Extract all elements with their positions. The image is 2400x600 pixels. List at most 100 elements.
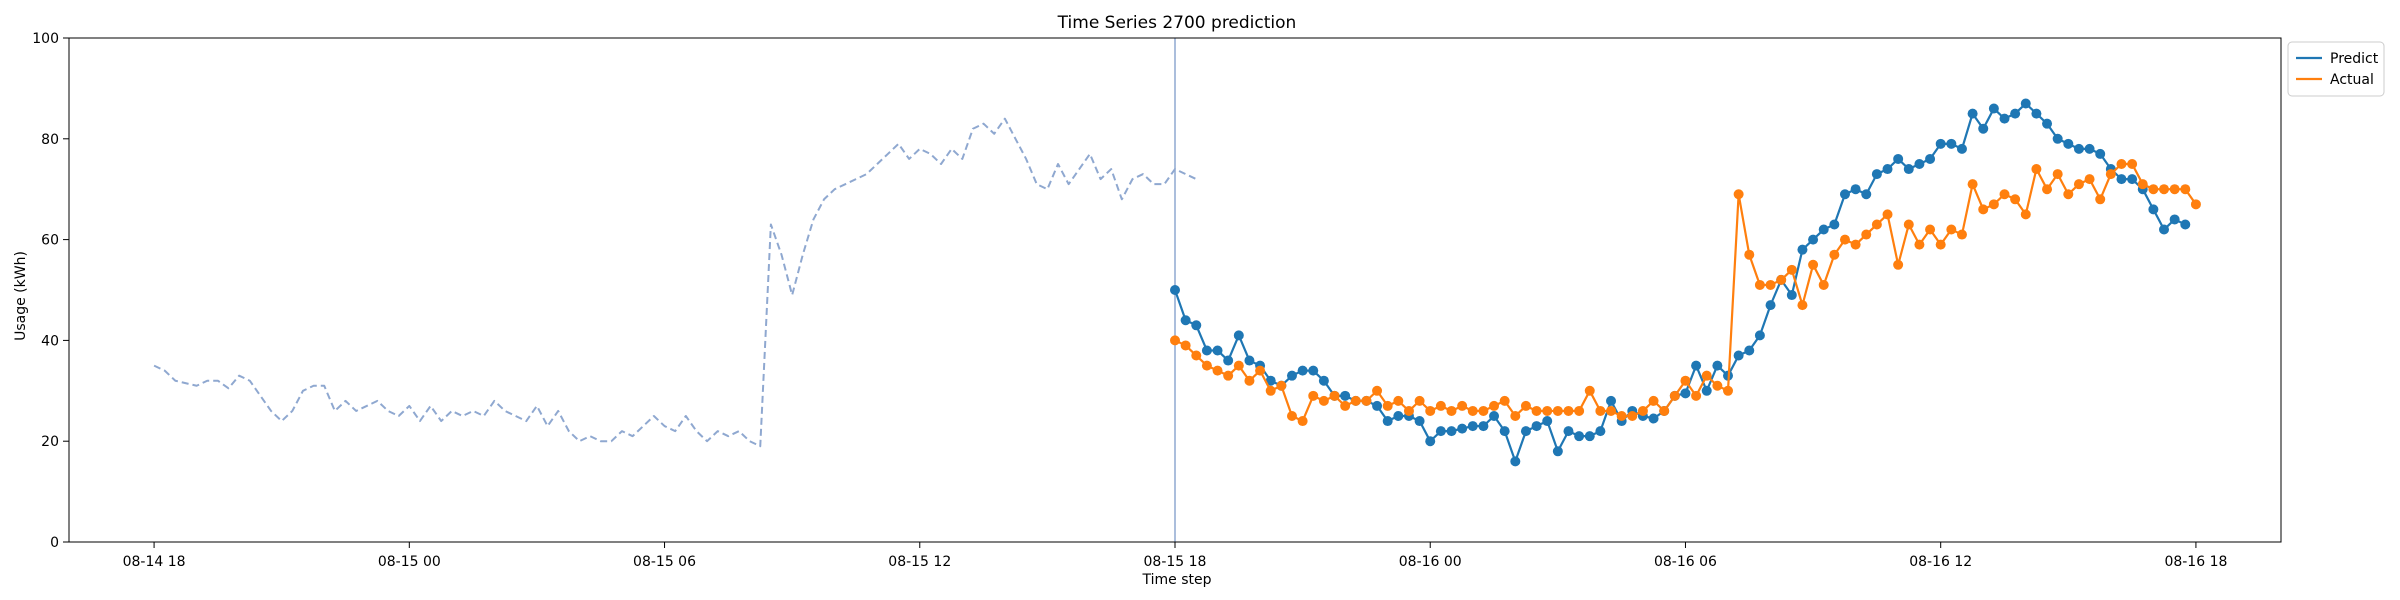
predict-data-point — [1478, 421, 1489, 432]
actual-data-point — [1170, 335, 1180, 346]
actual-data-point — [1191, 350, 1202, 361]
predict-data-point — [1871, 169, 1882, 180]
predict-data-point — [1988, 103, 1999, 114]
predict-data-point — [1808, 234, 1819, 245]
actual-data-point — [1925, 224, 1936, 235]
predict-data-point — [1286, 370, 1297, 381]
actual-data-point — [1563, 405, 1574, 416]
history-series-line — [153, 117, 1197, 448]
predict-data-point — [1180, 315, 1191, 326]
axes: 0 20 40 60 80 100 08-14 18 08-15 00 08-15 06 08-1… — [32, 31, 2282, 570]
predict-data-point — [1233, 330, 1244, 341]
predict-data-point — [2073, 143, 2084, 154]
actual-data-point — [1478, 405, 1489, 416]
actual-data-point — [2052, 169, 2063, 180]
plot-area — [153, 38, 2201, 542]
actual-data-point — [1489, 400, 1500, 411]
y-axis-label: Usage (kWh) — [13, 251, 29, 341]
x-tick-label: 08-16 12 — [1909, 554, 1972, 570]
predict-data-point — [1903, 164, 1914, 175]
actual-data-point — [1808, 259, 1819, 270]
predict-data-point — [1765, 300, 1776, 311]
actual-data-point — [1712, 380, 1723, 391]
y-tick-label: 0 — [50, 535, 59, 551]
actual-data-point — [1276, 380, 1287, 391]
actual-data-point — [1372, 385, 1383, 396]
predict-data-point — [1797, 244, 1808, 255]
actual-data-point — [1403, 405, 1414, 416]
actual-data-point — [1499, 395, 1510, 406]
actual-data-point — [2095, 194, 2106, 205]
actual-data-point — [1627, 411, 1638, 421]
x-axis-label: Time step — [1142, 572, 1212, 588]
actual-data-point — [1286, 411, 1297, 421]
actual-data-point — [1414, 395, 1425, 406]
predict-data-point — [1946, 138, 1957, 149]
actual-data-point — [2180, 184, 2191, 195]
predict-data-point — [2010, 108, 2021, 119]
actual-data-point — [2159, 184, 2170, 195]
predict-data-point — [2042, 118, 2053, 129]
predict-data-point — [1786, 290, 1797, 301]
predict-data-point — [1297, 365, 1308, 376]
legend: Predict Actual — [2287, 41, 2385, 97]
predict-data-point — [1839, 189, 1850, 200]
history-series — [153, 117, 1197, 448]
predict-data-point — [1435, 426, 1446, 437]
actual-data-point — [1446, 405, 1457, 416]
actual-data-point — [2127, 159, 2138, 169]
actual-data-point — [1988, 199, 1999, 210]
predict-data-point — [1829, 219, 1840, 230]
actual-data-point — [1861, 229, 1872, 240]
actual-data-point — [2073, 179, 2084, 190]
actual-data-point — [1584, 385, 1595, 396]
actual-data-point — [1648, 395, 1659, 406]
y-tick-label: 100 — [32, 31, 59, 47]
predict-data-point — [1914, 159, 1925, 169]
x-tick-label: 08-15 06 — [633, 554, 696, 570]
actual-data-point — [1914, 239, 1925, 250]
legend-label-predict: Predict — [2330, 51, 2379, 67]
x-tick-label: 08-15 00 — [378, 554, 441, 570]
predict-data-point — [1542, 416, 1553, 427]
predict-data-point — [1457, 423, 1468, 434]
predict-series — [1170, 98, 2191, 467]
predict-data-point — [1691, 360, 1702, 371]
predict-data-point — [1425, 436, 1436, 447]
predict-data-point — [1999, 113, 2010, 124]
predict-data-point — [2180, 219, 2191, 230]
x-tick-label: 08-16 18 — [2164, 554, 2227, 570]
actual-data-point — [1244, 375, 1255, 386]
actual-data-point — [1329, 390, 1340, 401]
predict-data-point — [1584, 431, 1595, 442]
actual-data-point — [2148, 184, 2159, 195]
actual-data-point — [1531, 405, 1542, 416]
actual-data-point — [2010, 194, 2021, 205]
predict-data-point — [1893, 153, 1904, 164]
actual-data-point — [2116, 159, 2127, 169]
y-tick-label: 40 — [41, 333, 59, 349]
predict-data-point — [1191, 320, 1202, 331]
actual-data-point — [1308, 390, 1319, 401]
actual-data-point — [1595, 405, 1606, 416]
actual-data-point — [1744, 249, 1755, 260]
x-tick-label: 08-14 18 — [123, 554, 186, 570]
predict-data-point — [1510, 456, 1521, 467]
predict-data-point — [1648, 413, 1659, 424]
predict-data-point — [2127, 174, 2138, 185]
actual-data-point — [1691, 390, 1702, 401]
predict-data-point — [2052, 133, 2063, 144]
predict-data-point — [1531, 421, 1542, 432]
actual-data-point — [1882, 209, 1893, 220]
predict-data-point — [1489, 411, 1500, 421]
actual-data-point — [1350, 395, 1361, 406]
predict-data-point — [2020, 98, 2031, 109]
actual-data-point — [1839, 234, 1850, 245]
actual-data-point — [1967, 179, 1978, 190]
predict-data-point — [1318, 375, 1329, 386]
predict-data-point — [1754, 330, 1765, 341]
actual-data-point — [1361, 395, 1372, 406]
predict-data-point — [1978, 123, 1989, 134]
actual-data-point — [1956, 229, 1967, 240]
